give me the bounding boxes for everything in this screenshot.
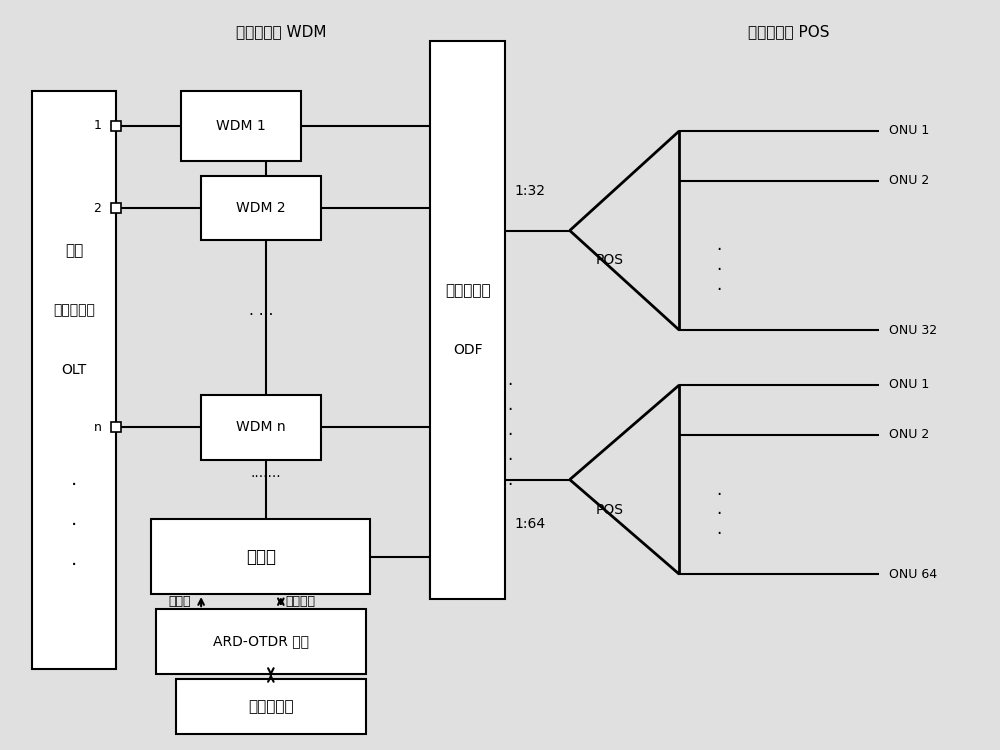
Text: .: . xyxy=(507,446,513,464)
Text: .: . xyxy=(717,520,722,538)
FancyBboxPatch shape xyxy=(430,41,505,599)
Text: 光开关: 光开关 xyxy=(246,548,276,566)
FancyBboxPatch shape xyxy=(176,679,366,734)
Text: ARD-OTDR 设备: ARD-OTDR 设备 xyxy=(213,634,309,649)
Text: ONU 2: ONU 2 xyxy=(889,428,929,441)
Text: .: . xyxy=(717,276,722,294)
Text: WDM n: WDM n xyxy=(236,420,286,434)
Text: 波分复用器 WDM: 波分复用器 WDM xyxy=(236,24,326,39)
Text: ODF: ODF xyxy=(453,343,482,357)
Text: .: . xyxy=(507,421,513,439)
Text: 无源分光器 POS: 无源分光器 POS xyxy=(748,24,830,39)
FancyBboxPatch shape xyxy=(111,121,121,131)
Text: .: . xyxy=(507,396,513,414)
FancyBboxPatch shape xyxy=(111,422,121,432)
Text: ONU 1: ONU 1 xyxy=(889,379,929,392)
Text: .: . xyxy=(717,256,722,274)
Text: .: . xyxy=(507,371,513,389)
Text: ONU 32: ONU 32 xyxy=(889,324,937,337)
Text: ONU 64: ONU 64 xyxy=(889,568,937,580)
Text: .: . xyxy=(71,550,77,568)
Text: .......: ....... xyxy=(251,466,281,481)
Text: 局端: 局端 xyxy=(65,243,83,258)
Text: ONU 1: ONU 1 xyxy=(889,124,929,137)
Text: .: . xyxy=(71,510,77,529)
FancyBboxPatch shape xyxy=(32,91,116,669)
Text: .: . xyxy=(717,236,722,254)
Text: 2: 2 xyxy=(94,202,101,214)
Text: WDM 1: WDM 1 xyxy=(216,119,266,133)
Text: OLT: OLT xyxy=(61,363,87,377)
Text: POS: POS xyxy=(596,503,624,517)
FancyBboxPatch shape xyxy=(151,520,370,594)
Text: ONU 2: ONU 2 xyxy=(889,174,929,188)
Text: WDM 2: WDM 2 xyxy=(236,201,286,215)
Text: .: . xyxy=(717,481,722,499)
Text: POS: POS xyxy=(596,254,624,268)
Text: 测试服务器: 测试服务器 xyxy=(248,699,294,714)
Text: .: . xyxy=(507,470,513,488)
Text: 光纤接口: 光纤接口 xyxy=(286,596,316,608)
FancyBboxPatch shape xyxy=(181,91,301,160)
Text: .: . xyxy=(717,500,722,518)
FancyBboxPatch shape xyxy=(201,176,321,241)
FancyBboxPatch shape xyxy=(201,395,321,460)
FancyBboxPatch shape xyxy=(111,203,121,213)
FancyBboxPatch shape xyxy=(156,609,366,674)
Text: . . .: . . . xyxy=(249,303,273,318)
Text: 光纤配线架: 光纤配线架 xyxy=(445,283,490,298)
Text: 1:64: 1:64 xyxy=(514,518,545,532)
Text: 1:32: 1:32 xyxy=(514,184,545,198)
Text: 1: 1 xyxy=(94,119,101,133)
Text: n: n xyxy=(94,421,101,434)
Text: .: . xyxy=(71,470,77,489)
Text: 光线路终端: 光线路终端 xyxy=(53,303,95,317)
Text: 控制口: 控制口 xyxy=(169,596,191,608)
